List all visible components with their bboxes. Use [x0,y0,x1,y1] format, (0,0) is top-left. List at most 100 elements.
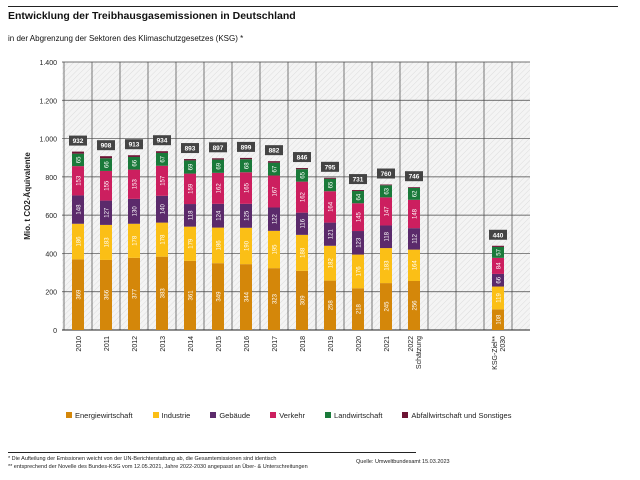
bar-segment [352,203,364,232]
data-label: 68 [245,162,251,169]
data-label: 116 [301,218,307,228]
data-label: 66 [133,159,139,166]
x-tick-label: 2011 [104,336,111,351]
data-label: 323 [273,293,279,304]
total-label: 897 [213,145,224,152]
legend-label: Verkehr [279,411,306,420]
data-label: 124 [217,210,223,221]
bar-segment [380,248,392,284]
y-tick-label: 1.000 [39,137,57,144]
legend-item: Abfallwirtschaft und Sonstiges [402,411,511,420]
total-label-box [405,171,423,182]
bar-segment [184,260,196,330]
data-label: 176 [357,266,363,277]
y-tick-label: 1.200 [39,98,57,105]
data-label: 67 [161,155,167,162]
total-label-box [69,135,87,146]
bar-segment [240,264,252,330]
data-label: 178 [161,234,167,245]
bar-segment [324,177,336,179]
bar-segment [268,268,280,330]
bar-segment [296,168,308,170]
data-label: 369 [77,289,83,300]
bar-segment [324,191,336,223]
y-tick-label: 0 [53,328,57,335]
total-label-box [349,174,367,185]
data-label: 162 [301,191,307,202]
legend-swatch [152,412,159,418]
data-label: 309 [301,295,307,306]
legend-swatch [210,412,217,418]
bar-segment [408,199,420,229]
bar-segment [352,254,364,289]
data-label: 366 [105,289,111,300]
legend-item: Energiewirtschaft [66,411,133,420]
bar-segment [72,151,84,154]
bar-segment [324,178,336,192]
total-label: 795 [325,164,336,171]
data-label: 57 [497,248,503,255]
data-label: 157 [161,175,167,186]
data-label: 164 [413,260,419,271]
x-tick-label: 2016 [244,336,251,352]
bar-segment [72,166,84,196]
x-tick-label: 2020 [356,336,363,352]
legend-label: Industrie [161,411,191,420]
bar-segment [212,159,224,173]
bar-segment [240,159,252,173]
bar-segment [240,172,252,204]
data-label: 122 [273,213,279,224]
bar-segment [156,152,168,166]
bar-segment [408,249,420,281]
total-label: 731 [353,177,364,184]
total-label: 440 [493,232,504,239]
total-label: 934 [157,138,168,145]
x-tick-label: 2013 [160,336,167,352]
data-label: 377 [133,288,139,299]
data-label: 165 [245,182,251,193]
data-label: 108 [497,314,503,325]
bar-segment [408,228,420,250]
bar-segment [184,204,196,227]
bar-segment [268,175,280,208]
legend-label: Energiewirtschaft [75,411,133,420]
bar-segment [184,159,196,161]
legend-label: Landwirtschaft [334,411,383,420]
data-label: 159 [189,183,195,194]
bar-segment [240,203,252,228]
data-label: 118 [385,231,391,241]
data-label: 186 [77,236,83,247]
data-label: 119 [497,292,503,302]
legend-swatch [402,412,409,418]
x-tick-label: 2010 [76,336,83,352]
bar-segment [100,200,112,225]
bar-segment [212,263,224,330]
bar-segment [72,223,84,260]
x-tick-label: KSG-Ziel**2030 [492,336,507,370]
data-label: 140 [161,204,167,215]
bar-segment [268,207,280,231]
bar-segment [128,155,140,157]
bar-segment [212,158,224,160]
total-label: 846 [297,155,308,162]
total-label-box [181,143,199,154]
data-label: 383 [161,288,167,299]
bar-segment [100,259,112,330]
total-label: 913 [129,142,140,149]
total-label-box [377,168,395,179]
data-label: 123 [357,237,363,248]
total-label: 893 [185,146,196,153]
data-label: 66 [105,161,111,168]
data-label: 145 [357,211,363,222]
legend-label: Abfallwirtschaft und Sonstiges [411,411,512,420]
data-label: 148 [413,208,419,219]
x-tick-label: 2017 [272,336,279,352]
data-label: 153 [133,179,139,190]
bar-segment [72,259,84,330]
bar-segment [296,169,308,182]
bar-segment [100,224,112,260]
x-tick-label: 2019 [328,336,335,352]
data-label: 186 [217,240,223,251]
data-label: 183 [385,260,391,271]
total-label: 899 [241,144,252,151]
